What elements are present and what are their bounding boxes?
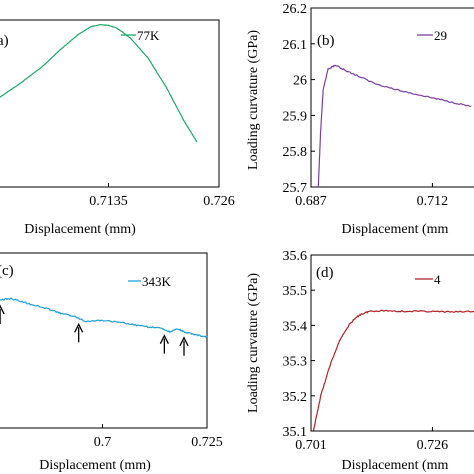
panel-c-x-tick-label: 0.725 [191,435,223,450]
panel-d-y-tick-label: 35.4 [283,319,308,334]
panel-c: (c) 343K 0.7 0.725 Displacement (mm) [0,252,223,473]
panel-d-series-line [312,309,474,432]
panel-d-legend-label: 4 [434,272,441,287]
panel-d-x-tick-label: 0.726 [417,438,449,453]
panel-c-arrow-head [74,322,84,333]
panel-d-x-ticks: 0.701 0.726 [295,427,448,453]
panel-c-arrows [0,304,189,356]
panel-d-y-ticks: 35.1 35.2 35.3 35.4 35.5 35.6 [283,249,315,440]
panel-b-x-tick-label: 0.712 [417,194,449,209]
panel-d-y-axis-label: Loading curvature (GPa) [246,273,261,413]
panel-b-series-line [317,64,472,188]
panel-a-label: a) [0,33,9,49]
panel-c-x-tick-label: 0.7 [94,435,112,450]
panel-a-x-ticks: 0.7135 0.726 [89,183,235,209]
panel-b-y-tick-label: 26.2 [283,2,308,17]
panel-b-y-tick-label: 25.9 [283,109,308,124]
panel-d-y-tick-label: 35.3 [283,355,308,370]
panel-d-y-tick-label: 35.2 [283,390,308,405]
panel-c-series-line [0,297,208,339]
panel-c-legend-label: 343K [142,274,172,289]
panel-b-plot-frame [310,7,474,188]
panel-a-x-tick-label: 0.726 [203,194,235,209]
panel-d-y-tick-label: 35.1 [283,425,308,440]
panel-d-x-tick-label: 0.701 [295,438,327,453]
panel-c-x-axis-label: Displacement (mm) [39,458,151,473]
panel-d-x-axis-label: Displacement (mm [342,458,449,473]
panel-b-legend-label: 29 [434,28,447,43]
panel-d-label: (d) [316,265,334,281]
panel-b-y-ticks: 25.7 25.8 25.9 26 26.1 26.2 [283,2,315,196]
panel-b-x-ticks: 0.687 0.712 [295,183,448,209]
panel-b-y-tick-label: 26 [293,74,307,89]
panel-b-y-tick-label: 26.1 [283,38,308,53]
panel-a-x-axis-label: Displacement (mm) [24,222,136,237]
panel-b-x-tick-label: 0.687 [295,194,327,209]
panel-a-legend-label: 77K [137,28,160,43]
panel-d-y-tick-label: 35.6 [283,249,308,264]
panel-b-y-tick-label: 25.7 [283,181,308,196]
panel-a-plot-frame [0,19,220,188]
panel-b-label: (b) [317,33,335,49]
panel-c-arrow-head [0,304,5,315]
panel-a-x-tick-label: 0.7135 [89,194,128,209]
panel-c-arrow-head [159,334,169,344]
panel-c-arrow-head [179,336,189,347]
panel-d-plot-frame [310,254,474,432]
panel-b: (b) 29 25.7 25.8 25.9 26 26.1 26.2 0.687 0.712… [246,2,474,237]
panel-b-y-tick-label: 25.8 [283,145,308,160]
panel-b-x-axis-label: Displacement (mm [342,222,449,237]
panel-c-x-ticks: 0.7 0.725 [94,424,223,450]
panel-d-y-tick-label: 35.5 [283,284,308,299]
panel-a: a) 77K 0.7135 0.726 Displacement (mm) [0,19,235,237]
panel-d: (d) 4 35.1 35.2 35.3 35.4 35.5 35.6 0.701 0.72… [246,249,474,473]
panel-c-plot-frame [0,252,208,429]
panel-c-label: (c) [0,263,14,279]
panel-b-y-axis-label: Loading curvature (GPa) [246,30,261,170]
panel-a-series-line [0,23,198,143]
